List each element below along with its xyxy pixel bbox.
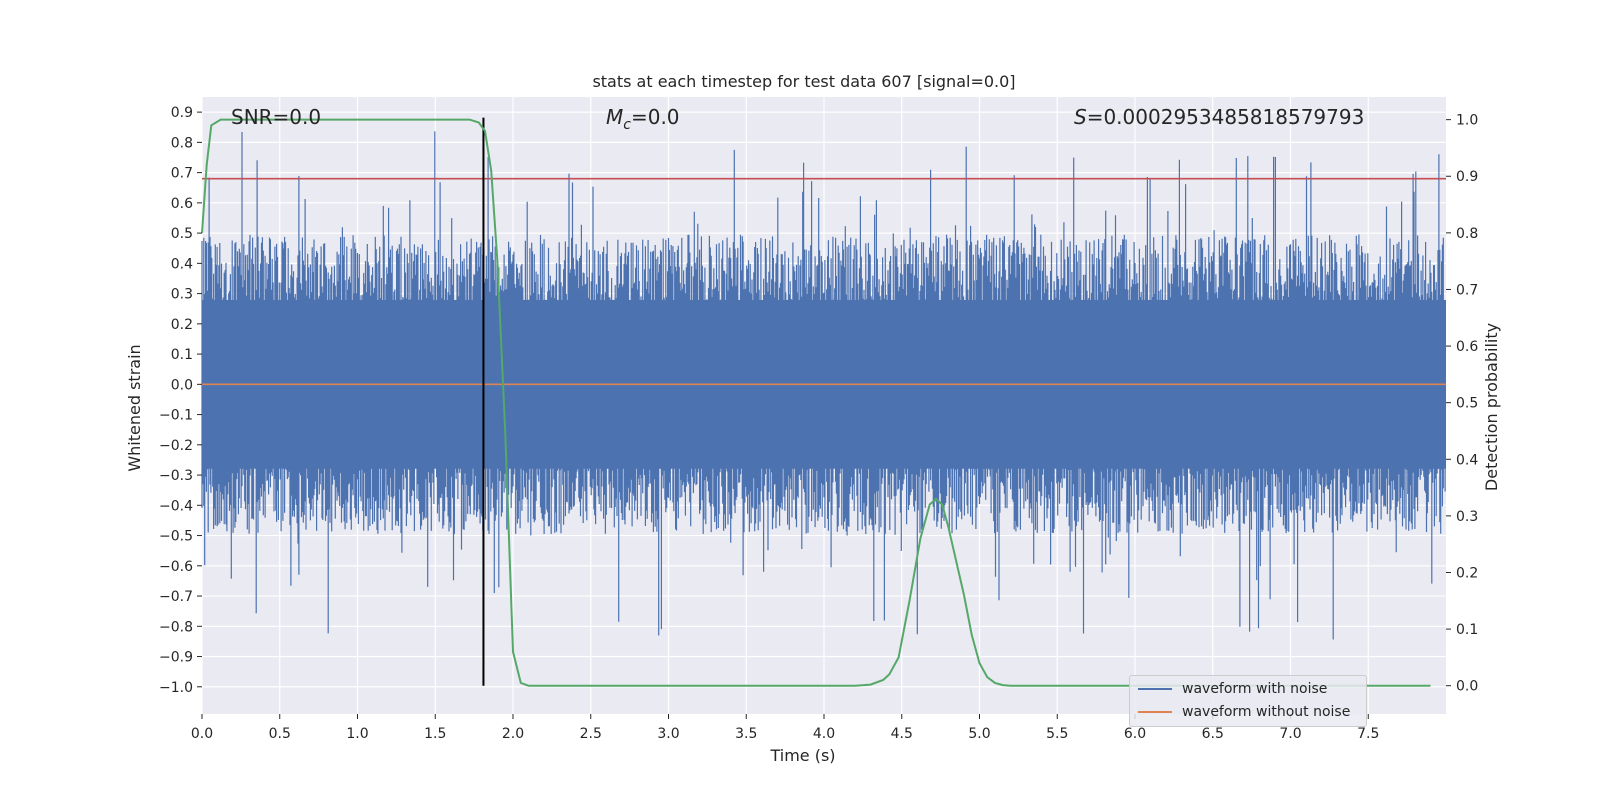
x-tick-label: 6.5 xyxy=(1202,726,1224,742)
series-detection-probability xyxy=(201,118,1431,687)
x-tick-label: 7.5 xyxy=(1357,726,1379,742)
probability-trace xyxy=(201,118,1431,687)
x-tick-label: 2.5 xyxy=(580,726,602,742)
right-y-tick-label: 0.3 xyxy=(1456,509,1478,525)
legend-item-clean: waveform without noise xyxy=(1138,702,1350,722)
left-y-tick-label: −0.3 xyxy=(159,468,193,484)
right-y-tick-label: 0.4 xyxy=(1456,452,1478,468)
x-tick-label: 0.5 xyxy=(269,726,291,742)
x-tick-label: 5.0 xyxy=(968,726,990,742)
left-y-tick-label: 0.1 xyxy=(171,347,193,363)
x-tick-label: 3.0 xyxy=(657,726,679,742)
legend-swatch-clean xyxy=(1138,711,1172,713)
x-axis-ticks: 0.0 0.5 1.0 1.5 2.0 2.5 3.0 3.5 4.0 4.5 5.0 5.5 6.0 6… xyxy=(191,714,1379,742)
left-y-tick-label: 0.5 xyxy=(171,226,193,242)
legend: waveform with noise waveform without noi… xyxy=(1129,675,1367,727)
right-y-axis-label: Detection probability xyxy=(1482,323,1501,491)
right-y-axis-ticks: 1.0 0.9 0.8 0.7 0.6 0.5 0.4 0.3 0.2 0.1 0.0 xyxy=(1446,113,1478,695)
left-y-tick-label: −0.1 xyxy=(159,408,193,424)
x-tick-label: 7.0 xyxy=(1279,726,1301,742)
left-y-axis-ticks: 0.9 0.8 0.7 0.6 0.5 0.4 0.3 0.2 0.1 0.0 −0.1 −0.2 −0… xyxy=(159,105,202,696)
legend-swatch-noise xyxy=(1138,688,1172,690)
left-y-tick-label: 0.7 xyxy=(171,166,193,182)
left-y-tick-label: −0.2 xyxy=(159,438,193,454)
x-tick-label: 0.0 xyxy=(191,726,213,742)
noise-trace xyxy=(201,131,1446,640)
left-y-tick-label: 0.3 xyxy=(171,287,193,303)
left-y-tick-label: 0.4 xyxy=(171,256,193,272)
left-y-tick-label: −0.8 xyxy=(159,619,193,635)
chirp-mass-annotation: Mc=0.0 xyxy=(606,105,680,133)
statistic-annotation: S=0.0002953485818579793 xyxy=(1074,105,1364,129)
left-y-tick-label: 0.9 xyxy=(171,105,193,121)
snr-annotation: SNR=0.0 xyxy=(231,105,321,129)
x-tick-label: 1.5 xyxy=(424,726,446,742)
left-y-tick-label: −0.9 xyxy=(159,650,193,666)
x-tick-label: 6.0 xyxy=(1124,726,1146,742)
chart-title: stats at each timestep for test data 607… xyxy=(592,72,1015,91)
x-tick-label: 2.0 xyxy=(502,726,524,742)
right-y-tick-label: 0.5 xyxy=(1456,396,1478,412)
left-y-tick-label: 0.6 xyxy=(171,196,193,212)
x-axis-label: Time (s) xyxy=(769,746,835,765)
right-y-tick-label: 0.2 xyxy=(1456,565,1478,581)
right-y-tick-label: 1.0 xyxy=(1456,113,1478,129)
legend-label-clean: waveform without noise xyxy=(1182,704,1351,720)
left-y-tick-label: −0.7 xyxy=(159,589,193,605)
right-y-tick-label: 0.8 xyxy=(1456,226,1478,242)
x-tick-label: 1.0 xyxy=(346,726,368,742)
right-y-tick-label: 0.9 xyxy=(1456,169,1478,185)
left-y-tick-label: −0.6 xyxy=(159,559,193,575)
x-tick-label: 4.5 xyxy=(891,726,913,742)
x-tick-label: 4.0 xyxy=(813,726,835,742)
right-y-tick-label: 0.6 xyxy=(1456,339,1478,355)
x-tick-label: 5.5 xyxy=(1046,726,1068,742)
left-y-tick-label: 0.8 xyxy=(171,135,193,151)
left-y-tick-label: −1.0 xyxy=(159,680,193,696)
x-tick-label: 3.5 xyxy=(735,726,757,742)
right-y-tick-label: 0.1 xyxy=(1456,622,1478,638)
left-y-tick-label: −0.4 xyxy=(159,498,193,514)
right-y-tick-label: 0.0 xyxy=(1456,679,1478,695)
legend-label-noise: waveform with noise xyxy=(1182,681,1328,697)
left-y-axis-label: Whitened strain xyxy=(125,344,144,471)
left-y-tick-label: −0.5 xyxy=(159,529,193,545)
left-y-tick-label: 0.0 xyxy=(171,377,193,393)
legend-item-noise: waveform with noise xyxy=(1138,679,1327,699)
right-y-tick-label: 0.7 xyxy=(1456,282,1478,298)
left-y-tick-label: 0.2 xyxy=(171,317,193,333)
